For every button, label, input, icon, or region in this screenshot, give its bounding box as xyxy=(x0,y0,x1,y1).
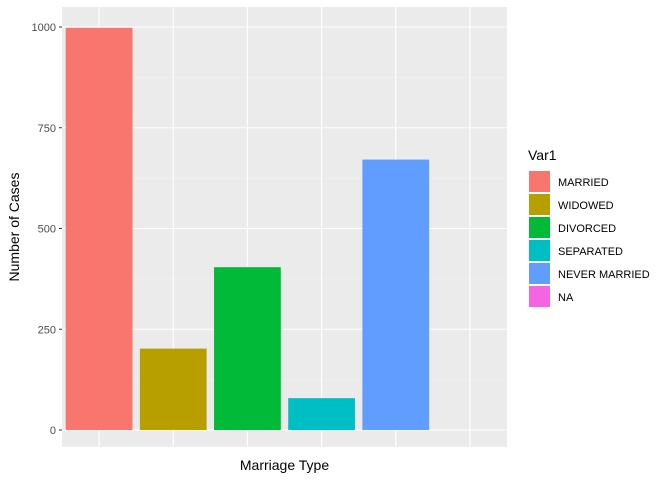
plot-panel xyxy=(62,7,507,447)
bar-widowed xyxy=(139,348,207,430)
y-tick-label: 500 xyxy=(38,224,56,236)
y-tick-label: 0 xyxy=(50,425,56,437)
legend-label: NEVER MARRIED xyxy=(558,269,650,281)
bar-divorced xyxy=(214,267,281,430)
y-axis-title: Number of Cases xyxy=(6,173,22,282)
legend-label: WIDOWED xyxy=(558,200,614,212)
bar-separated xyxy=(288,398,355,430)
y-axis: 0 250 500 750 1000 xyxy=(32,22,62,437)
bars xyxy=(65,27,430,430)
legend-key-married xyxy=(529,171,550,192)
legend-key-na xyxy=(529,286,550,307)
bar-never-married xyxy=(362,159,430,430)
legend-title: Var1 xyxy=(528,147,557,163)
legend-key-separated xyxy=(529,240,550,261)
legend-label: DIVORCED xyxy=(558,223,616,235)
legend-key-widowed xyxy=(529,194,550,215)
legend-key-divorced xyxy=(529,217,550,238)
legend-label: MARRIED xyxy=(558,177,609,189)
legend-key-never-married xyxy=(529,263,550,284)
legend-label: NA xyxy=(558,292,574,304)
bar-married xyxy=(65,27,133,430)
y-tick-label: 750 xyxy=(38,123,56,135)
legend-label: SEPARATED xyxy=(558,246,623,258)
x-axis-title: Marriage Type xyxy=(240,457,329,473)
y-tick-label: 250 xyxy=(38,324,56,336)
legend: Var1 MARRIED WIDOWED DIVORCED SEPARATED NEVE… xyxy=(528,147,650,307)
y-tick-label: 1000 xyxy=(32,22,56,34)
